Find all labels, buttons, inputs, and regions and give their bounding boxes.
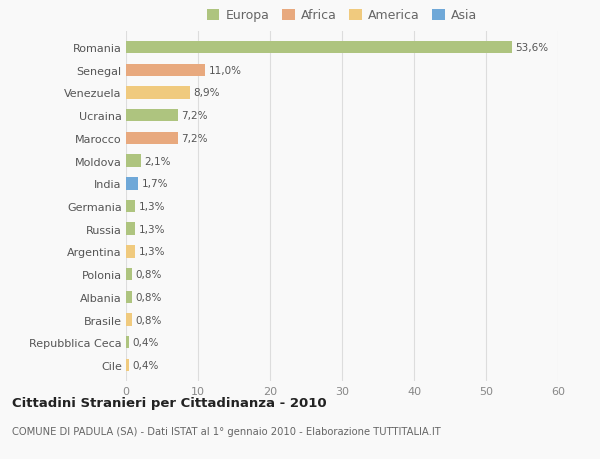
Bar xyxy=(126,313,132,326)
Bar xyxy=(126,132,178,145)
Bar xyxy=(126,268,132,281)
Text: 0,4%: 0,4% xyxy=(133,360,159,370)
Text: 8,9%: 8,9% xyxy=(194,88,220,98)
Bar xyxy=(126,178,138,190)
Legend: Europa, Africa, America, Asia: Europa, Africa, America, Asia xyxy=(207,10,477,22)
Bar xyxy=(126,200,136,213)
Text: COMUNE DI PADULA (SA) - Dati ISTAT al 1° gennaio 2010 - Elaborazione TUTTITALIA.: COMUNE DI PADULA (SA) - Dati ISTAT al 1°… xyxy=(12,426,441,436)
Bar xyxy=(126,155,141,168)
Bar xyxy=(126,223,136,235)
Bar xyxy=(126,64,205,77)
Text: 0,8%: 0,8% xyxy=(136,292,162,302)
Text: 1,7%: 1,7% xyxy=(142,179,169,189)
Text: 1,3%: 1,3% xyxy=(139,202,166,212)
Text: Cittadini Stranieri per Cittadinanza - 2010: Cittadini Stranieri per Cittadinanza - 2… xyxy=(12,396,326,409)
Bar xyxy=(126,246,136,258)
Bar xyxy=(126,42,512,54)
Text: 1,3%: 1,3% xyxy=(139,224,166,234)
Text: 11,0%: 11,0% xyxy=(209,66,242,76)
Bar xyxy=(126,110,178,122)
Text: 7,2%: 7,2% xyxy=(181,111,208,121)
Text: 2,1%: 2,1% xyxy=(145,156,171,166)
Bar xyxy=(126,291,132,303)
Bar xyxy=(126,336,129,349)
Text: 0,4%: 0,4% xyxy=(133,337,159,347)
Text: 53,6%: 53,6% xyxy=(515,43,548,53)
Bar xyxy=(126,359,129,371)
Bar xyxy=(126,87,190,100)
Text: 7,2%: 7,2% xyxy=(181,134,208,144)
Text: 0,8%: 0,8% xyxy=(136,269,162,280)
Text: 0,8%: 0,8% xyxy=(136,315,162,325)
Text: 1,3%: 1,3% xyxy=(139,247,166,257)
